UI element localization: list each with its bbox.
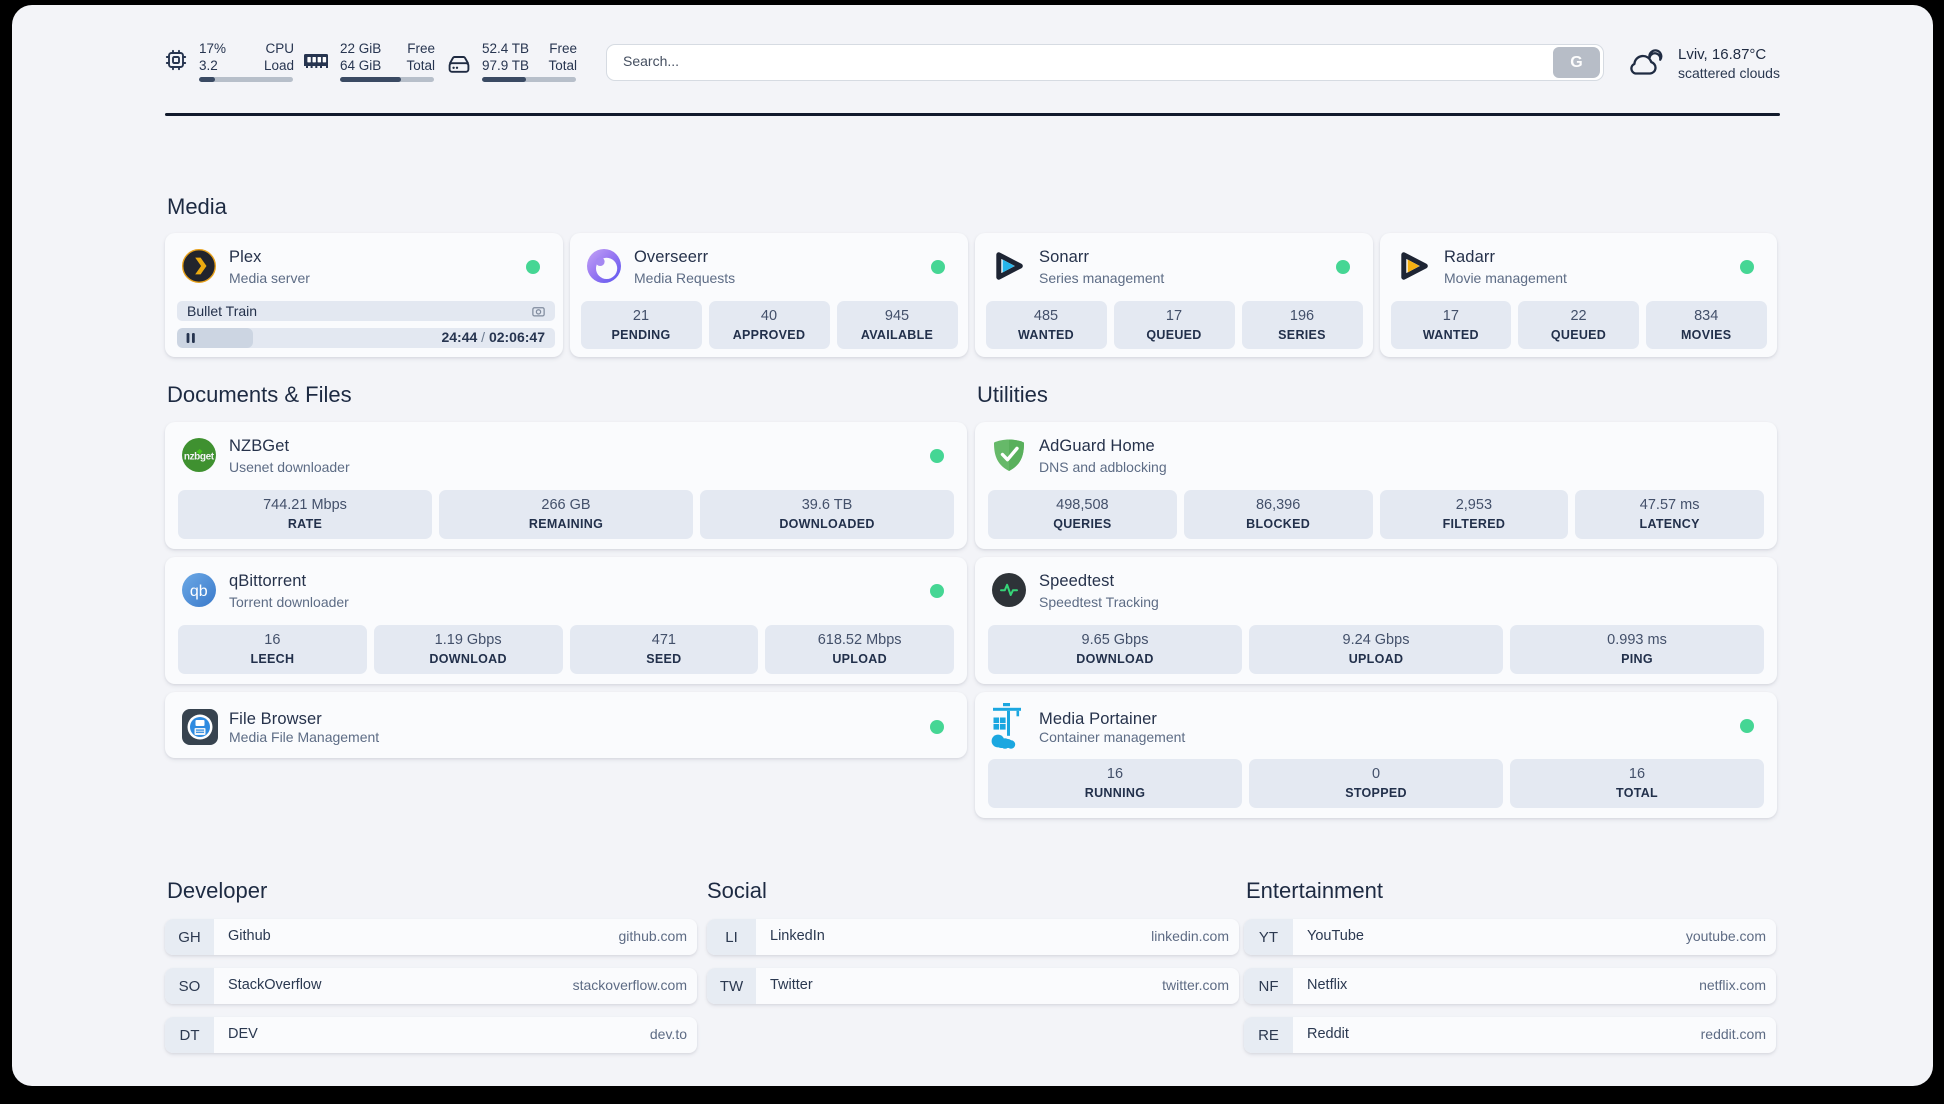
svg-text:nzbget: nzbget xyxy=(184,452,215,463)
svg-text:qb: qb xyxy=(190,583,208,600)
